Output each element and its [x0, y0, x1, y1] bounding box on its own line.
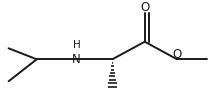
Text: H: H — [73, 40, 81, 50]
Text: N: N — [72, 53, 81, 66]
Text: O: O — [173, 48, 182, 61]
Text: O: O — [140, 1, 149, 14]
